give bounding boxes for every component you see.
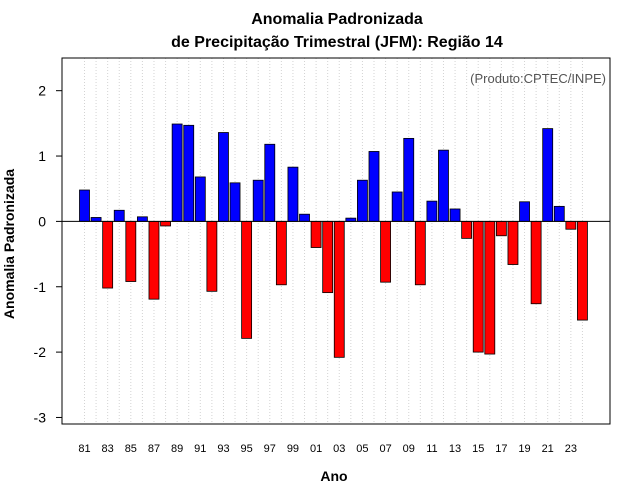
x-tick-label: 89 <box>171 443 183 455</box>
bar-2012 <box>438 149 449 222</box>
bar-1989 <box>171 123 183 222</box>
bar-1982 <box>90 217 102 222</box>
chart-title: Anomalia Padronizada <box>251 11 423 28</box>
bar-1994 <box>229 182 241 222</box>
bar-1983 <box>102 220 114 289</box>
x-axis: 81 83 85 87 89 91 93 95 97 99 01 03 05 07 09 11 13 15 17 19… <box>78 443 577 455</box>
x-tick-label: 81 <box>78 443 90 455</box>
bar-2015 <box>472 220 484 353</box>
bar-1999 <box>287 166 299 222</box>
bar-2001 <box>310 220 322 248</box>
x-axis-label: Ano <box>320 468 347 484</box>
x-tick-label: 91 <box>194 443 206 455</box>
y-tick-label: -2 <box>34 344 47 360</box>
y-tick-label: 0 <box>38 213 46 229</box>
bar-1993 <box>218 132 229 222</box>
bar-2000 <box>299 213 310 222</box>
bar-2002 <box>322 220 334 294</box>
bar-2005 <box>357 179 368 222</box>
bar-2008 <box>391 191 403 222</box>
bar-1988 <box>160 220 171 227</box>
x-tick-label: 15 <box>472 443 484 455</box>
source-annotation: (Produto:CPTEC/INPE) <box>470 71 606 86</box>
bar-2020 <box>530 220 542 305</box>
bar-2021 <box>542 128 554 222</box>
x-tick-label: 93 <box>217 443 229 455</box>
y-axis-label: Anomalia Padronizada <box>1 169 17 319</box>
x-tick-label: 87 <box>148 443 160 455</box>
x-tick-label: 07 <box>379 443 391 455</box>
bar-1991 <box>194 176 206 222</box>
bar-1990 <box>183 124 195 222</box>
y-tick-label: -3 <box>34 409 47 425</box>
y-tick-label: -1 <box>34 279 47 295</box>
bar-2014 <box>461 220 473 239</box>
bar-2019 <box>519 201 530 222</box>
bar-2013 <box>449 208 461 222</box>
x-tick-label: 09 <box>403 443 415 455</box>
bar-1995 <box>241 220 253 339</box>
x-tick-label: 97 <box>264 443 276 455</box>
bar-1996 <box>252 179 264 222</box>
bar-1984 <box>113 209 125 222</box>
bars <box>79 123 588 358</box>
bar-1985 <box>125 220 137 282</box>
x-tick-label: 19 <box>518 443 530 455</box>
x-tick-label: 23 <box>565 443 577 455</box>
bar-2023 <box>565 220 577 230</box>
bar-2024 <box>577 220 588 321</box>
bar-2017 <box>495 220 507 237</box>
x-tick-label: 95 <box>240 443 252 455</box>
x-tick-label: 21 <box>542 443 554 455</box>
y-tick-label: 1 <box>38 148 46 164</box>
bar-2009 <box>403 137 415 222</box>
plot-frame <box>61 57 611 425</box>
bar-2010 <box>414 220 426 286</box>
x-tick-label: 03 <box>333 443 345 455</box>
bar-2011 <box>426 200 438 222</box>
bar-1981 <box>79 189 90 222</box>
x-tick-label: 13 <box>449 443 461 455</box>
x-tick-label: 17 <box>495 443 507 455</box>
bar-1986 <box>136 216 148 222</box>
bar-2006 <box>368 151 380 222</box>
x-tick-label: 01 <box>310 443 322 455</box>
bar-2016 <box>484 220 496 355</box>
bar-1992 <box>206 220 218 292</box>
x-tick-label: 85 <box>125 443 137 455</box>
x-tick-label: 99 <box>287 443 299 455</box>
x-tick-label: 11 <box>426 443 437 455</box>
bar-2018 <box>507 220 519 265</box>
bar-2022 <box>553 205 565 222</box>
x-tick-label: 05 <box>356 443 368 455</box>
x-tick-label: 83 <box>102 443 114 455</box>
bar-1997 <box>264 143 276 222</box>
y-tick-label: 2 <box>38 83 46 99</box>
bar-2003 <box>333 220 345 358</box>
bar-1998 <box>275 220 287 286</box>
bar-1987 <box>148 220 160 300</box>
bar-2007 <box>380 220 391 283</box>
chart-subtitle: de Precipitação Trimestral (JFM): Região… <box>171 34 503 51</box>
y-axis: 2 1 0 -1 -2 -3 <box>34 83 62 425</box>
